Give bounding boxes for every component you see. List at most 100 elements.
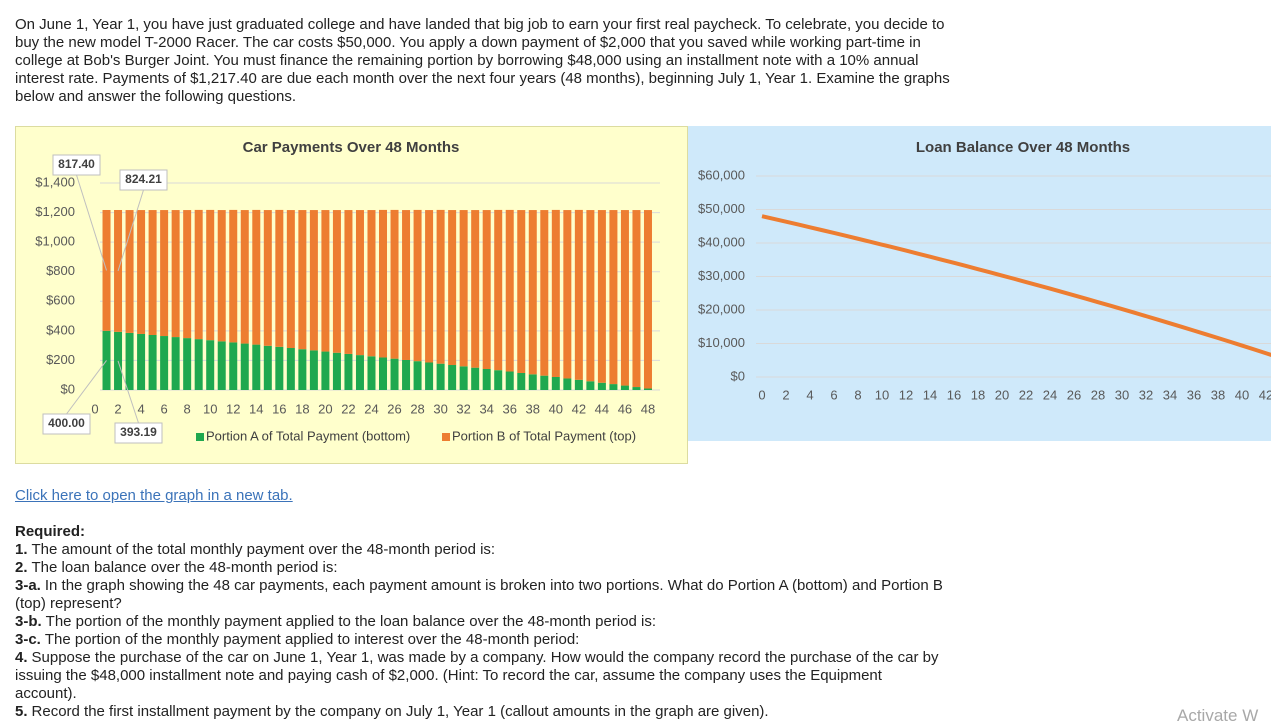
chart-title: Loan Balance Over 48 Months xyxy=(916,139,1130,156)
bar-segment xyxy=(137,333,146,390)
bar-segment xyxy=(298,349,307,390)
bar-segment xyxy=(459,210,468,367)
x-tick-label: 10 xyxy=(203,401,217,416)
bar-segment xyxy=(609,210,618,385)
question-label: 2. xyxy=(15,559,28,576)
x-tick-label: 6 xyxy=(830,387,837,402)
bar-segment xyxy=(471,367,480,390)
question-text: The amount of the total monthly payment … xyxy=(31,541,496,558)
callout-box xyxy=(119,169,168,191)
x-tick-label: 48 xyxy=(641,401,655,416)
x-tick-label: 0 xyxy=(758,387,765,402)
question: 5. Record the first installment payment b… xyxy=(15,703,945,721)
question-text: The portion of the monthly payment appli… xyxy=(44,631,580,648)
question-label: 4. xyxy=(15,649,28,666)
required-section: Required: 1. The amount of the total mont… xyxy=(15,523,945,721)
x-tick-label: 8 xyxy=(854,387,861,402)
bar-segment xyxy=(309,210,318,351)
question-label: 3-b. xyxy=(15,613,42,630)
x-tick-label: 26 xyxy=(387,401,401,416)
x-tick-label: 4 xyxy=(137,401,144,416)
bar-segment xyxy=(125,332,134,390)
chart-title: Car Payments Over 48 Months xyxy=(243,139,460,156)
question-text: In the graph showing the 48 car payments… xyxy=(15,577,943,612)
bar-segment xyxy=(586,381,595,390)
callout-leader xyxy=(66,360,107,415)
x-tick-label: 44 xyxy=(595,401,609,416)
bar-segment xyxy=(379,209,388,358)
question-label: 3-c. xyxy=(15,631,41,648)
bar-segment xyxy=(402,210,411,360)
question: 4. Suppose the purchase of the car on Jun… xyxy=(15,649,945,703)
bar-segment xyxy=(206,340,215,390)
bar-segment xyxy=(448,365,457,390)
x-tick-label: 16 xyxy=(272,401,286,416)
y-tick-label: $400 xyxy=(46,322,75,337)
x-tick-label: 24 xyxy=(364,401,378,416)
bar-segment xyxy=(574,209,583,380)
bar-segment xyxy=(240,343,249,390)
bar-segment xyxy=(609,384,618,390)
y-tick-label: $50,000 xyxy=(698,201,745,216)
x-tick-label: 14 xyxy=(249,401,263,416)
x-tick-label: 36 xyxy=(1187,387,1201,402)
bar-segment xyxy=(471,210,480,368)
bar-segment xyxy=(183,210,192,339)
x-tick-label: 30 xyxy=(433,401,447,416)
bar-segment xyxy=(563,210,572,379)
bar-segment xyxy=(379,357,388,390)
callout-label: 400.00 xyxy=(48,416,85,430)
y-tick-label: $30,000 xyxy=(698,268,745,283)
bar-segment xyxy=(344,353,353,390)
graph-link[interactable]: Click here to open the graph in a new ta… xyxy=(15,487,293,504)
bar-segment xyxy=(286,348,295,390)
x-tick-label: 32 xyxy=(1139,387,1153,402)
bar-segment xyxy=(620,210,629,386)
bar-segment xyxy=(425,210,434,363)
bar-segment xyxy=(194,209,203,340)
bar-segment xyxy=(125,210,134,333)
x-tick-label: 2 xyxy=(782,387,789,402)
x-tick-label: 4 xyxy=(806,387,813,402)
bar-segment xyxy=(194,339,203,390)
x-tick-label: 38 xyxy=(1211,387,1225,402)
x-tick-label: 40 xyxy=(1235,387,1249,402)
bar-segment xyxy=(528,210,537,375)
bar-segment xyxy=(252,344,261,390)
x-tick-label: 0 xyxy=(91,401,98,416)
callout-label: 817.40 xyxy=(58,157,95,171)
x-tick-label: 32 xyxy=(456,401,470,416)
bar-segment xyxy=(263,210,272,346)
bar-segment xyxy=(171,210,180,338)
x-tick-label: 14 xyxy=(923,387,937,402)
y-tick-label: $60,000 xyxy=(698,167,745,182)
bar-segment xyxy=(275,346,284,390)
x-tick-label: 34 xyxy=(1163,387,1177,402)
bar-segment xyxy=(540,210,549,376)
question-text: Record the first installment payment by … xyxy=(31,703,769,720)
x-tick-label: 20 xyxy=(995,387,1009,402)
callout-box xyxy=(52,154,101,176)
bar-segment xyxy=(586,210,595,382)
callout-leader xyxy=(76,174,107,271)
x-tick-label: 6 xyxy=(161,401,168,416)
bar-segment xyxy=(620,385,629,390)
bar-segment xyxy=(160,336,169,390)
bar-segment xyxy=(574,379,583,390)
x-tick-label: 40 xyxy=(549,401,563,416)
y-tick-label: $1,200 xyxy=(35,204,75,219)
bar-segment xyxy=(459,366,468,390)
callout-box xyxy=(42,413,91,435)
bar-segment xyxy=(494,209,503,371)
y-tick-label: $600 xyxy=(46,293,75,308)
watermark: Activate W xyxy=(1177,706,1259,725)
question-label: 3-a. xyxy=(15,577,41,594)
x-tick-label: 34 xyxy=(479,401,493,416)
bar-segment xyxy=(632,210,641,388)
bar-segment xyxy=(448,210,457,366)
bar-segment xyxy=(632,387,641,390)
chart-background xyxy=(688,126,1271,441)
bar-segment xyxy=(355,210,364,356)
callout-label: 393.19 xyxy=(120,425,157,439)
